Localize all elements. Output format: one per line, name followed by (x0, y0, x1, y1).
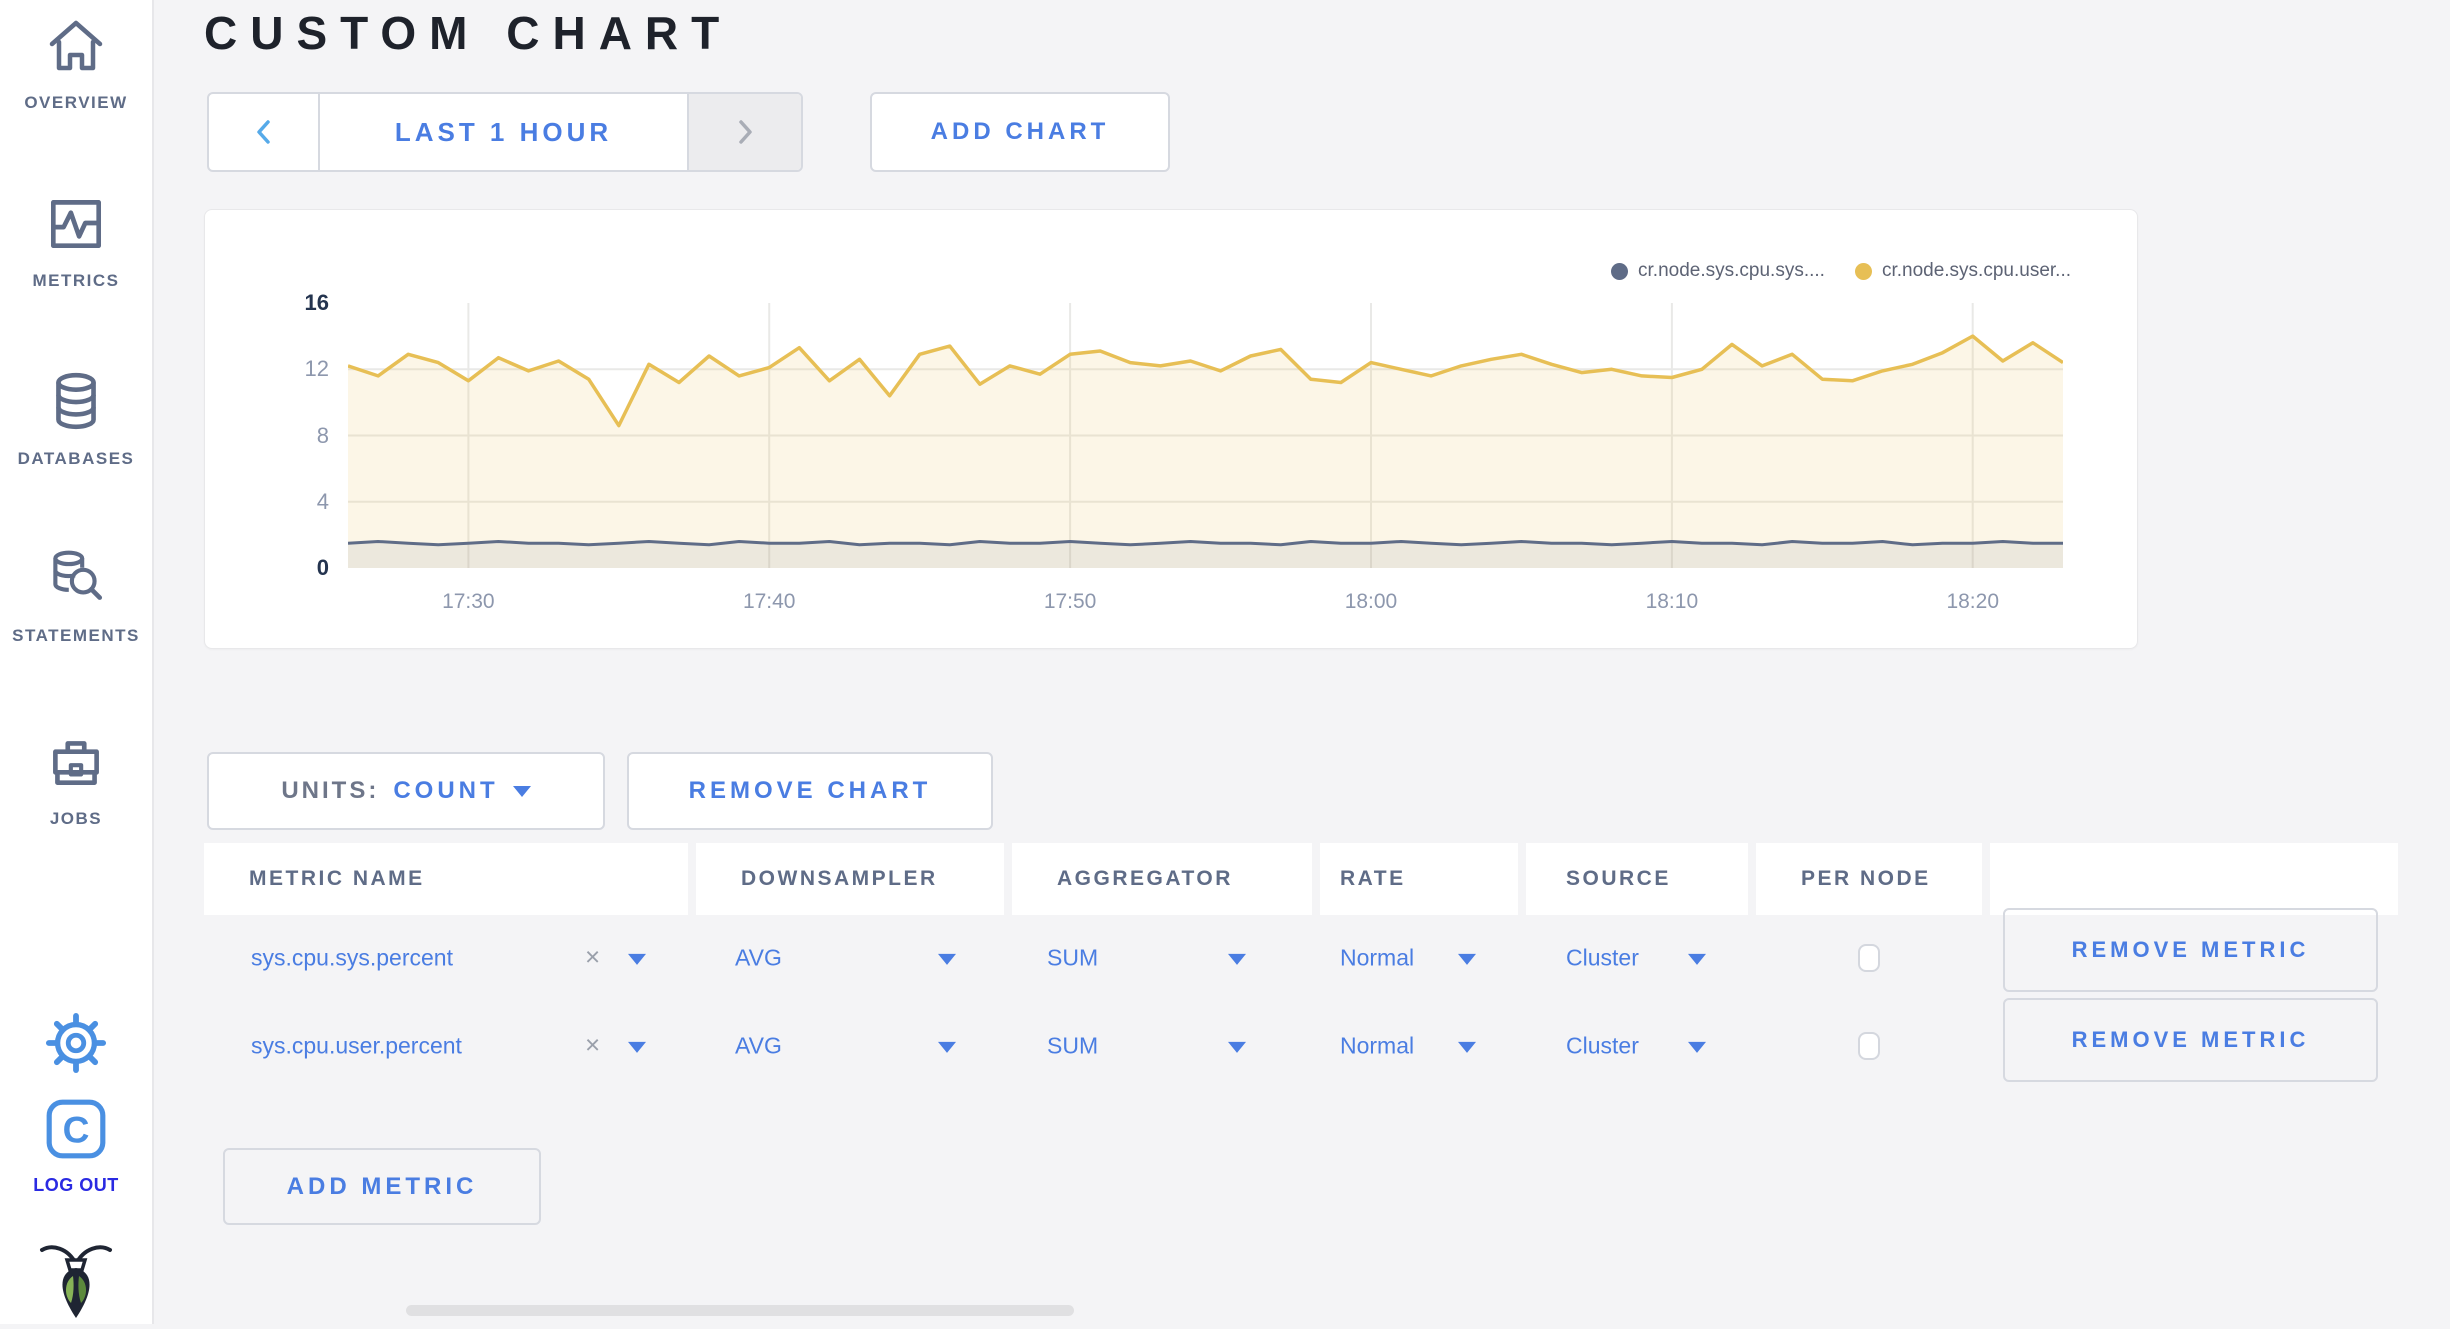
chevron-down-icon (512, 785, 531, 797)
aggregator-dropdown-icon[interactable] (1228, 953, 1246, 965)
rate-value[interactable]: Normal (1340, 1032, 1415, 1059)
logout-label: LOG OUT (33, 1175, 119, 1195)
time-range-value[interactable]: LAST 1 HOUR (394, 116, 613, 147)
sidebar-label: STATEMENTS (12, 626, 140, 645)
downsampler-dropdown-icon[interactable] (938, 1041, 956, 1053)
column-header-downsampler: DOWNSAMPLER (696, 843, 1004, 915)
sidebar-label: DATABASES (17, 449, 135, 468)
chevron-left-icon (256, 120, 270, 144)
sidebar-item-statements[interactable]: STATEMENTS (0, 545, 152, 646)
x-axis-tick-label: 18:00 (1344, 590, 1398, 613)
downsampler-dropdown-icon[interactable] (938, 953, 956, 965)
sidebar-label: METRICS (32, 271, 120, 290)
column-header-rate: RATE (1320, 843, 1518, 915)
database-icon (56, 372, 96, 430)
remove-metric-button[interactable]: REMOVE METRIC (2003, 998, 2378, 1082)
metrics-icon (50, 200, 102, 249)
metric-row: sys.cpu.user.percent × AVG SUM Normal Cl… (0, 998, 2450, 1084)
column-header-source: SOURCE (1526, 843, 1748, 915)
chart-legend: cr.node.sys.cpu.sys.... cr.node.sys.cpu.… (1611, 260, 2071, 282)
sidebar-item-overview[interactable]: OVERVIEW (0, 14, 152, 113)
y-axis-tick-label: 0 (316, 555, 329, 580)
units-label: UNITS: (281, 777, 380, 804)
legend-item-sys[interactable]: cr.node.sys.cpu.sys.... (1611, 260, 1825, 282)
sidebar-item-databases[interactable]: DATABASES (0, 368, 152, 469)
x-axis-tick-label: 17:50 (1043, 590, 1097, 613)
cockroach-bug-icon (40, 1245, 112, 1318)
sidebar-item-jobs[interactable]: JOBS (0, 728, 152, 829)
briefcase-icon (53, 741, 99, 785)
x-axis-tick-label: 17:30 (442, 590, 495, 613)
source-dropdown-icon[interactable] (1688, 953, 1706, 965)
aggregator-value[interactable]: SUM (1047, 944, 1099, 971)
sidebar-label: OVERVIEW (24, 93, 128, 112)
sidebar: OVERVIEW METRICS DATABASES (0, 0, 154, 1324)
statements-icon (53, 550, 103, 600)
horizontal-scrollbar[interactable] (406, 1305, 1074, 1316)
gear-icon (45, 1012, 107, 1074)
y-axis-tick-label: 16 (304, 290, 329, 315)
y-axis-tick-label: 8 (316, 422, 329, 448)
x-axis-tick-label: 17:40 (742, 590, 796, 613)
svg-text:C: C (63, 1108, 90, 1150)
y-axis-tick-label: 4 (316, 488, 329, 514)
cockroachdb-logo (0, 1238, 152, 1329)
legend-dot-user (1854, 262, 1872, 280)
settings-button[interactable] (0, 1012, 152, 1079)
metric-name-dropdown-icon[interactable] (628, 1041, 646, 1053)
add-metric-button[interactable]: ADD METRIC (223, 1148, 541, 1225)
chevron-right-icon (739, 120, 752, 144)
metric-name-dropdown-icon[interactable] (628, 953, 646, 965)
home-icon (49, 20, 103, 71)
clear-metric-icon[interactable]: × (585, 941, 601, 972)
aggregator-value[interactable]: SUM (1047, 1032, 1099, 1059)
units-dropdown[interactable]: UNITS: COUNT (207, 752, 605, 830)
legend-dot-sys (1611, 262, 1629, 280)
downsampler-value[interactable]: AVG (735, 944, 782, 971)
x-axis-tick-label: 18:10 (1645, 590, 1699, 613)
legend-item-user[interactable]: cr.node.sys.cpu.user... (1854, 260, 2071, 282)
page-title: CUSTOM CHART (204, 7, 733, 59)
rate-value[interactable]: Normal (1340, 944, 1415, 971)
sidebar-item-metrics[interactable]: METRICS (0, 190, 152, 291)
downsampler-value[interactable]: AVG (735, 1032, 782, 1059)
clear-metric-icon[interactable]: × (585, 1029, 601, 1060)
source-dropdown-icon[interactable] (1688, 1041, 1706, 1053)
metric-row: sys.cpu.sys.percent × AVG SUM Normal Clu… (0, 908, 2450, 996)
metric-name-input[interactable]: sys.cpu.user.percent (251, 1032, 462, 1059)
column-header-actions (1990, 843, 2398, 915)
chart-plot-area[interactable] (347, 303, 2064, 568)
chart-svg (347, 303, 2064, 568)
cockroach-c-logo-icon: C (46, 1099, 106, 1159)
legend-label-user: cr.node.sys.cpu.user... (1881, 260, 2071, 281)
x-axis-tick-label: 18:20 (1946, 590, 2000, 613)
column-header-aggregator: AGGREGATOR (1012, 843, 1312, 915)
per-node-checkbox[interactable] (1858, 944, 1880, 972)
rate-dropdown-icon[interactable] (1458, 953, 1476, 965)
per-node-checkbox[interactable] (1858, 1032, 1880, 1060)
legend-label-sys: cr.node.sys.cpu.sys.... (1638, 260, 1825, 281)
y-axis-tick-label: 12 (304, 356, 329, 382)
source-value[interactable]: Cluster (1566, 1032, 1639, 1059)
remove-chart-button[interactable]: REMOVE CHART (627, 752, 993, 830)
time-range-selector: LAST 1 HOUR (207, 92, 803, 172)
source-value[interactable]: Cluster (1566, 944, 1639, 971)
chart-card: cr.node.sys.cpu.sys.... cr.node.sys.cpu.… (204, 209, 2138, 649)
add-chart-button[interactable]: ADD CHART (870, 92, 1170, 172)
time-range-prev-button[interactable] (209, 94, 320, 170)
column-header-per-node: PER NODE (1756, 843, 1982, 915)
logout-button[interactable]: C LOG OUT (0, 1096, 152, 1196)
units-value: COUNT (393, 777, 499, 804)
aggregator-dropdown-icon[interactable] (1228, 1041, 1246, 1053)
column-header-metric-name: METRIC NAME (204, 843, 688, 915)
sidebar-label: JOBS (49, 809, 103, 828)
time-range-next-button[interactable] (687, 94, 801, 170)
metric-name-input[interactable]: sys.cpu.sys.percent (251, 944, 453, 971)
remove-metric-button[interactable]: REMOVE METRIC (2003, 908, 2378, 992)
rate-dropdown-icon[interactable] (1458, 1041, 1476, 1053)
